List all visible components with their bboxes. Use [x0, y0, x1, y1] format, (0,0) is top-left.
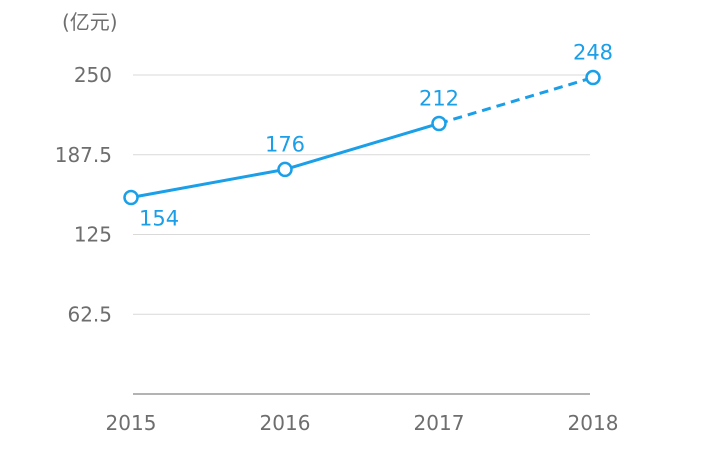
- y-tick-label: 62.5: [67, 302, 112, 326]
- data-label: 176: [265, 132, 305, 156]
- data-labels: 154 176 212 248: [139, 41, 613, 231]
- y-tick-labels: 62.5 125 187.5 250: [55, 63, 112, 326]
- x-tick-labels: 2015 2016 2017 2018: [106, 411, 619, 435]
- data-label: 248: [573, 41, 613, 65]
- data-point: [431, 115, 447, 132]
- x-tick-label: 2015: [106, 411, 157, 435]
- x-tick-label: 2016: [260, 411, 311, 435]
- y-tick-label: 250: [74, 63, 112, 87]
- series-lines: [129, 76, 594, 199]
- x-tick-label: 2017: [414, 411, 465, 435]
- data-label: 154: [139, 206, 179, 230]
- y-unit-label: (亿元): [62, 10, 118, 34]
- data-point: [123, 189, 139, 206]
- data-label: 212: [419, 86, 459, 110]
- data-point: [585, 69, 601, 86]
- series-line-forecast: [438, 76, 594, 125]
- data-points: [123, 69, 601, 206]
- x-tick-label: 2018: [568, 411, 619, 435]
- y-tick-label: 125: [74, 223, 112, 247]
- y-tick-label: 187.5: [55, 143, 112, 167]
- gridlines: [133, 74, 590, 395]
- data-point: [277, 161, 293, 178]
